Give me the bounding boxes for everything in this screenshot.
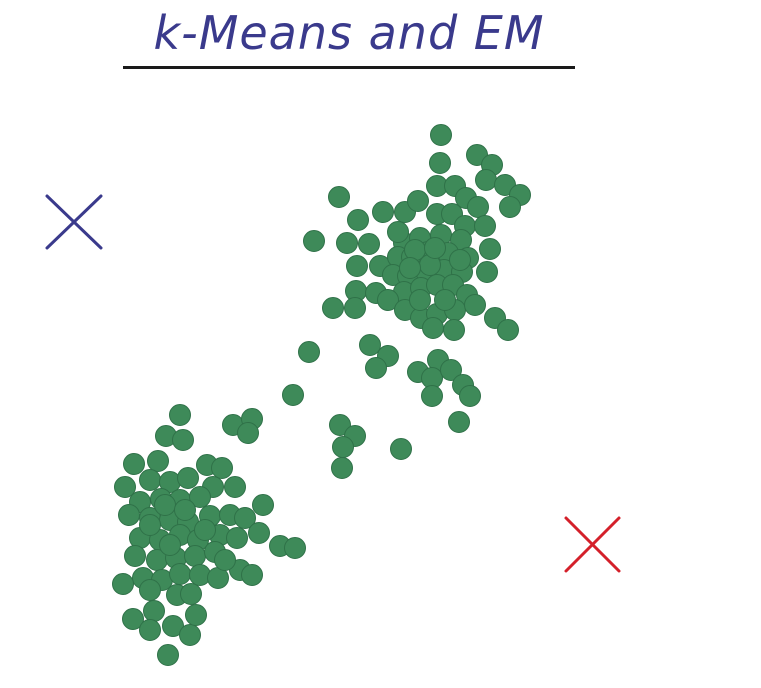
data-point (143, 600, 165, 622)
data-point (123, 453, 145, 475)
data-point (169, 563, 191, 585)
data-point (475, 169, 497, 191)
data-point (298, 341, 320, 363)
data-point (476, 261, 498, 283)
data-point (124, 545, 146, 567)
data-point (157, 644, 179, 666)
data-point (241, 564, 263, 586)
data-point (459, 385, 481, 407)
data-point (252, 494, 274, 516)
data-point (122, 608, 144, 630)
red-center-marker (564, 516, 621, 573)
data-point (387, 221, 409, 243)
data-point (409, 289, 431, 311)
data-point (440, 359, 462, 381)
data-point (399, 257, 421, 279)
data-point (237, 422, 259, 444)
data-point (169, 404, 191, 426)
data-point (467, 196, 489, 218)
data-point (118, 504, 140, 526)
data-point (372, 201, 394, 223)
data-point (112, 573, 134, 595)
data-point (139, 469, 161, 491)
data-point (226, 527, 248, 549)
data-point (421, 385, 443, 407)
data-point (189, 486, 211, 508)
data-point (430, 124, 452, 146)
data-point (139, 619, 161, 641)
data-point (194, 519, 216, 541)
title-underline (123, 66, 575, 69)
data-point (284, 537, 306, 559)
data-point (390, 438, 412, 460)
blue-center-marker (45, 194, 103, 250)
data-point (429, 152, 451, 174)
data-point (248, 522, 270, 544)
data-point (499, 196, 521, 218)
data-point (185, 604, 207, 626)
data-point (346, 255, 368, 277)
data-point (179, 624, 201, 646)
data-point (332, 436, 354, 458)
data-point (347, 209, 369, 231)
data-point (358, 233, 380, 255)
data-point (329, 414, 351, 436)
data-points (112, 124, 531, 666)
data-point (139, 514, 161, 536)
data-point (434, 289, 456, 311)
data-point (174, 499, 196, 521)
data-point (331, 457, 353, 479)
data-point (497, 319, 519, 341)
data-point (180, 583, 202, 605)
data-point (449, 249, 471, 271)
data-point (474, 215, 496, 237)
data-point (336, 232, 358, 254)
data-point (224, 476, 246, 498)
data-point (172, 429, 194, 451)
data-point (424, 237, 446, 259)
data-point (159, 534, 181, 556)
slide-title: k-Means and EM (153, 6, 545, 60)
data-point (359, 334, 381, 356)
data-point (464, 294, 486, 316)
data-point (479, 238, 501, 260)
data-point (139, 579, 161, 601)
data-point (162, 615, 184, 637)
data-point (422, 317, 444, 339)
data-point (184, 545, 206, 567)
data-point (443, 319, 465, 341)
data-point (154, 494, 176, 516)
data-point (303, 230, 325, 252)
data-point (328, 186, 350, 208)
data-point (214, 549, 236, 571)
data-point (282, 384, 304, 406)
data-point (344, 297, 366, 319)
data-point (114, 476, 136, 498)
data-point (365, 357, 387, 379)
data-point (377, 289, 399, 311)
data-point (177, 467, 199, 489)
data-point (211, 457, 233, 479)
data-point (407, 190, 429, 212)
data-point (322, 297, 344, 319)
data-point (147, 450, 169, 472)
data-point (189, 564, 211, 586)
data-point (448, 411, 470, 433)
data-point (234, 507, 256, 529)
